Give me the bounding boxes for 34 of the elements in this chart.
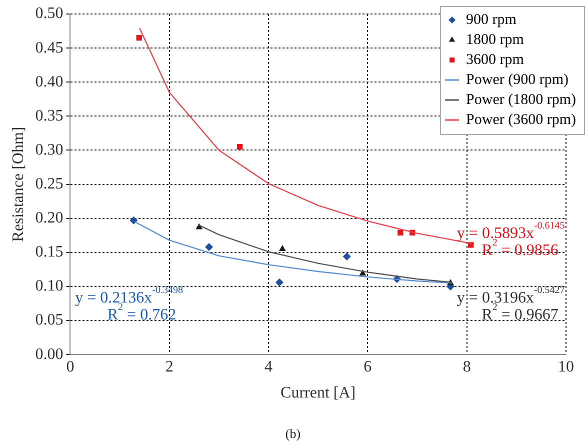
point [136, 35, 142, 41]
x-tick-label: 8 [462, 358, 471, 376]
legend-label: Power (900 rpm) [466, 72, 569, 88]
point [205, 242, 214, 251]
y-tick-label: 0.40 [35, 73, 64, 90]
x-tick-label: 6 [364, 358, 372, 376]
y-tick-label: 0.25 [35, 176, 64, 193]
point [236, 144, 243, 150]
y-tick-label: 0.00 [35, 346, 64, 363]
x-tick-label: 0 [66, 358, 74, 376]
legend-label: 1800 rpm [466, 32, 524, 48]
legend-label: Power (1800 rpm) [466, 92, 576, 108]
x-tick-label: 10 [558, 358, 574, 376]
text: (b) [285, 426, 301, 441]
x-axis-title: Current [A] [280, 384, 356, 402]
y-tick-label: 0.30 [35, 141, 64, 158]
point [278, 245, 286, 252]
y-tick-label: 0.50 [35, 5, 64, 22]
x-tick-label: 2 [165, 358, 174, 376]
point [275, 278, 284, 286]
y-tick-label: 0.05 [35, 312, 64, 329]
y-tick-label: 0.20 [35, 210, 64, 227]
legend-label: Power (3600 rpm) [466, 112, 576, 128]
y-tick-label: 0.45 [35, 39, 64, 56]
point [342, 252, 351, 261]
legend-label: 900 rpm [466, 12, 517, 28]
y-tick-label: 0.35 [35, 107, 64, 124]
y-tick-label: 0.10 [35, 278, 64, 295]
y-axis-title: Resistance [Ohm] [10, 126, 27, 242]
point [398, 230, 404, 236]
x-tick-label: 4 [264, 358, 273, 376]
legend-label: 3600 rpm [466, 52, 524, 68]
y-tick-label: 0.15 [35, 244, 64, 261]
point [130, 216, 138, 224]
